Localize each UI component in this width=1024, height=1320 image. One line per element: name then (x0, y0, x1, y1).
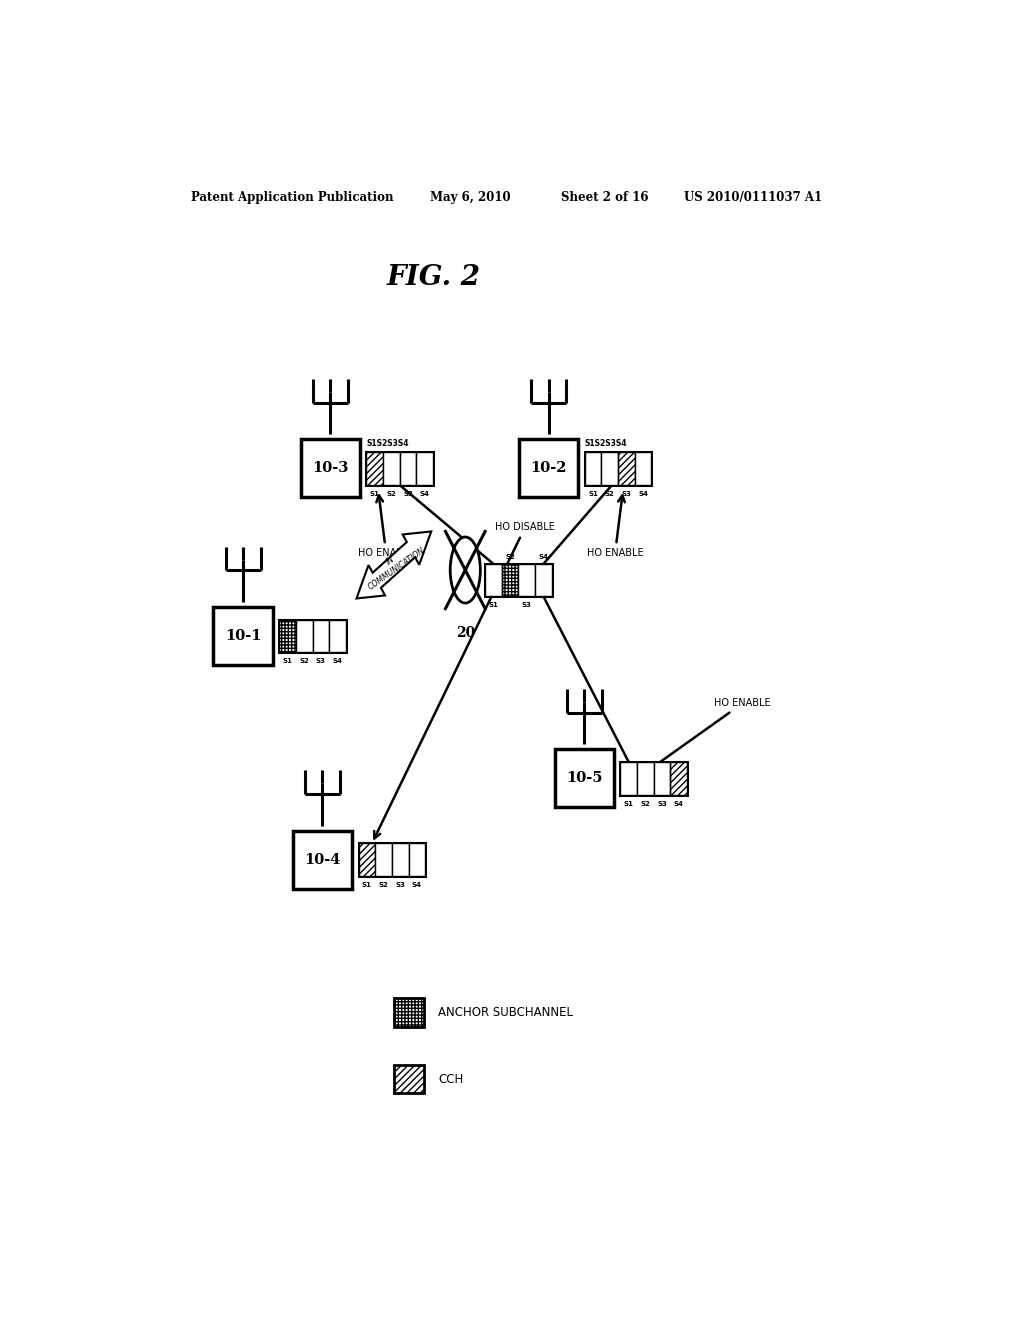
Text: S1: S1 (283, 659, 293, 664)
Bar (601, 453, 618, 484)
Text: S4: S4 (638, 491, 648, 496)
Text: HO ENABLE: HO ENABLE (357, 495, 415, 558)
Text: HO ENABLE: HO ENABLE (587, 495, 643, 558)
Text: S3: S3 (522, 602, 531, 607)
Bar (213, 607, 272, 665)
Bar (502, 564, 518, 597)
Bar (280, 620, 346, 652)
Text: S1: S1 (624, 801, 634, 807)
Bar (367, 453, 383, 484)
Text: S3: S3 (622, 491, 632, 496)
Bar (585, 453, 651, 484)
Bar (585, 453, 601, 484)
Bar (417, 453, 433, 484)
Ellipse shape (451, 537, 480, 603)
Text: 10-3: 10-3 (312, 462, 348, 475)
Bar (293, 830, 352, 888)
Bar (375, 843, 392, 876)
Text: S1: S1 (488, 602, 499, 607)
Bar (280, 620, 296, 652)
Bar (280, 620, 296, 652)
Bar (383, 453, 399, 484)
Text: S2: S2 (641, 801, 650, 807)
Text: HO DISABLE: HO DISABLE (374, 523, 555, 838)
Text: S2: S2 (605, 491, 614, 496)
Text: 10-5: 10-5 (566, 771, 602, 785)
Text: FIG. 2: FIG. 2 (386, 264, 480, 292)
Bar (635, 453, 651, 484)
Text: 20: 20 (456, 626, 475, 640)
Text: US 2010/0111037 A1: US 2010/0111037 A1 (684, 190, 821, 203)
Bar (394, 1064, 424, 1093)
Text: Sheet 2 of 16: Sheet 2 of 16 (560, 190, 648, 203)
Bar (367, 453, 383, 484)
Bar (671, 762, 687, 795)
Text: S4: S4 (412, 882, 422, 888)
Bar (329, 620, 346, 652)
Text: S1S2S3S4: S1S2S3S4 (585, 440, 628, 447)
Bar (671, 762, 687, 795)
Text: May 6, 2010: May 6, 2010 (430, 190, 510, 203)
Bar (358, 843, 425, 876)
Text: HO ENABLE: HO ENABLE (642, 698, 771, 775)
Text: S1: S1 (361, 882, 372, 888)
Text: S3: S3 (395, 882, 406, 888)
Text: S3: S3 (403, 491, 413, 496)
Bar (536, 564, 552, 597)
Text: S4: S4 (420, 491, 430, 496)
Text: S3: S3 (316, 659, 326, 664)
Text: S4: S4 (674, 801, 684, 807)
Bar (409, 843, 425, 876)
Text: S2: S2 (387, 491, 396, 496)
Bar (518, 564, 536, 597)
Bar (485, 564, 502, 597)
Bar (618, 453, 635, 484)
Bar (621, 762, 637, 795)
Polygon shape (356, 532, 431, 598)
Bar (502, 564, 518, 597)
Bar (621, 762, 687, 795)
Bar (358, 843, 375, 876)
Bar (519, 440, 579, 498)
Text: Patent Application Publication: Patent Application Publication (191, 190, 394, 203)
Bar (618, 453, 635, 484)
Bar (367, 453, 433, 484)
Text: S2: S2 (505, 554, 515, 560)
Text: S2: S2 (379, 882, 388, 888)
Bar (358, 843, 375, 876)
Text: S3: S3 (657, 801, 667, 807)
Text: IN
COMMUNICATION: IN COMMUNICATION (360, 537, 427, 593)
Bar (392, 843, 409, 876)
Bar (555, 750, 614, 808)
Text: S1S2S3S4: S1S2S3S4 (367, 440, 409, 447)
Bar (485, 564, 552, 597)
Bar (653, 762, 671, 795)
Text: CCH: CCH (438, 1073, 464, 1085)
Bar (399, 453, 417, 484)
Text: 10-1: 10-1 (225, 630, 261, 643)
Text: S1: S1 (588, 491, 598, 496)
Text: S1: S1 (370, 491, 380, 496)
Text: S2: S2 (299, 659, 309, 664)
Text: S4: S4 (333, 659, 342, 664)
Bar (312, 620, 329, 652)
Bar (301, 440, 360, 498)
Text: 10-4: 10-4 (304, 853, 341, 867)
Text: S4: S4 (539, 554, 549, 560)
Text: 10-2: 10-2 (530, 462, 567, 475)
Bar (296, 620, 312, 652)
Text: ANCHOR SUBCHANNEL: ANCHOR SUBCHANNEL (438, 1006, 573, 1019)
Bar (637, 762, 653, 795)
Bar (394, 998, 424, 1027)
